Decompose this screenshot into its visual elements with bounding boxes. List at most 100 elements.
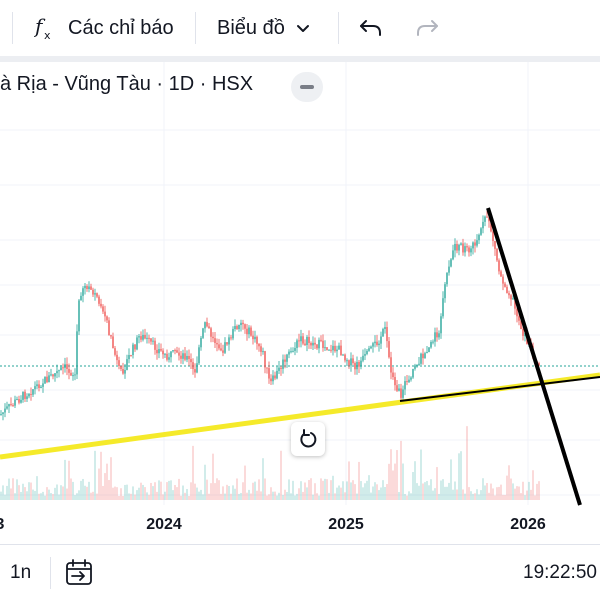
candle-body [120, 366, 122, 369]
candle-body [124, 369, 126, 374]
candle-body [510, 295, 512, 300]
bottom-toolbar: 1n 19:22:50 [0, 544, 600, 601]
candle-body [296, 340, 298, 348]
candle-body [258, 343, 260, 347]
legend-collapse-button[interactable] [291, 72, 323, 102]
volume-bar [510, 478, 512, 500]
candle-body [450, 259, 452, 267]
volume-bar [440, 480, 442, 500]
interval-button[interactable]: 1n [10, 545, 31, 601]
volume-bar [342, 481, 344, 500]
volume-bar [378, 490, 380, 500]
volume-bar [258, 479, 260, 500]
candle-body [492, 231, 494, 241]
candle-body [262, 351, 264, 353]
volume-bar [202, 494, 204, 500]
redo-button[interactable] [414, 0, 440, 56]
candle-body [128, 354, 130, 360]
volume-bar [430, 479, 432, 500]
volume-bar [106, 463, 108, 500]
volume-bar [490, 483, 492, 500]
volume-bar [98, 468, 100, 500]
candle-body [190, 359, 192, 363]
candle-body [270, 378, 272, 382]
candle-body [390, 357, 392, 373]
volume-bar [318, 495, 320, 500]
volume-bar [180, 495, 182, 500]
candle-body [4, 408, 6, 413]
candle-body [354, 363, 356, 370]
candle-body [456, 243, 458, 251]
candle-body [70, 372, 72, 376]
candle-body [208, 326, 210, 329]
indicators-button[interactable]: f x Các chỉ báo [34, 0, 174, 56]
volume-bar [100, 451, 102, 500]
volume-bar [134, 494, 136, 500]
volume-bar [212, 453, 214, 500]
candle-body [480, 228, 482, 235]
candle-body [158, 349, 160, 354]
volume-bar [252, 482, 254, 500]
candle-body [108, 320, 110, 336]
volume-bar [482, 478, 484, 500]
volume-bar [228, 486, 230, 500]
candle-body [478, 234, 480, 241]
volume-bar [118, 495, 120, 500]
candle-body [304, 343, 306, 346]
candle-body [0, 414, 2, 416]
candle-body [100, 303, 102, 307]
candle-body [458, 244, 460, 251]
volume-bar [52, 494, 54, 500]
candle-body [56, 371, 58, 374]
volume-bar [172, 490, 174, 500]
volume-bar [312, 494, 314, 500]
chart-type-button[interactable]: Biểu đồ [217, 0, 311, 56]
candle-body [482, 221, 484, 229]
volume-bar [412, 472, 414, 500]
volume-bar [30, 482, 32, 500]
volume-bar [354, 484, 356, 500]
candle-body [90, 286, 92, 290]
candle-body [400, 388, 402, 398]
volume-bar [362, 487, 364, 500]
volume-bar [166, 482, 168, 500]
volume-bar [226, 484, 228, 500]
candle-body [444, 284, 446, 299]
volume-bar [358, 461, 360, 500]
candle-body [152, 340, 154, 342]
candle-body [514, 298, 516, 309]
candle-body [282, 359, 284, 369]
volume-bar [480, 490, 482, 500]
candle-body [380, 336, 382, 344]
candle-body [14, 399, 16, 406]
candle-body [346, 360, 348, 362]
goto-date-button[interactable] [64, 545, 94, 601]
candle-body [310, 342, 312, 346]
candle-body [248, 327, 250, 335]
volume-bar [436, 467, 438, 500]
candle-body [306, 336, 308, 346]
volume-bar [230, 493, 232, 500]
volume-bar [92, 491, 94, 500]
volume-bar [46, 487, 48, 500]
candle-body [500, 271, 502, 277]
volume-bar [176, 487, 178, 500]
volume-bar [284, 489, 286, 500]
candle-body [366, 350, 368, 355]
volume-bar [406, 495, 408, 500]
candle-body [428, 347, 430, 353]
candle-body [256, 336, 258, 344]
black-trendline-1[interactable] [486, 207, 582, 506]
reset-chart-button[interactable] [291, 422, 325, 456]
price-chart[interactable]: 3 2024 2025 2026 [0, 62, 600, 544]
volume-bar [444, 486, 446, 500]
candle-body [342, 354, 344, 356]
black-trendline-2[interactable] [399, 376, 600, 402]
undo-button[interactable] [358, 0, 384, 56]
candle-body [426, 352, 428, 354]
candle-body [438, 333, 440, 338]
volume-bar [496, 487, 498, 500]
candle-body [386, 327, 388, 342]
candle-body [420, 353, 422, 364]
volume-bar [402, 463, 404, 500]
